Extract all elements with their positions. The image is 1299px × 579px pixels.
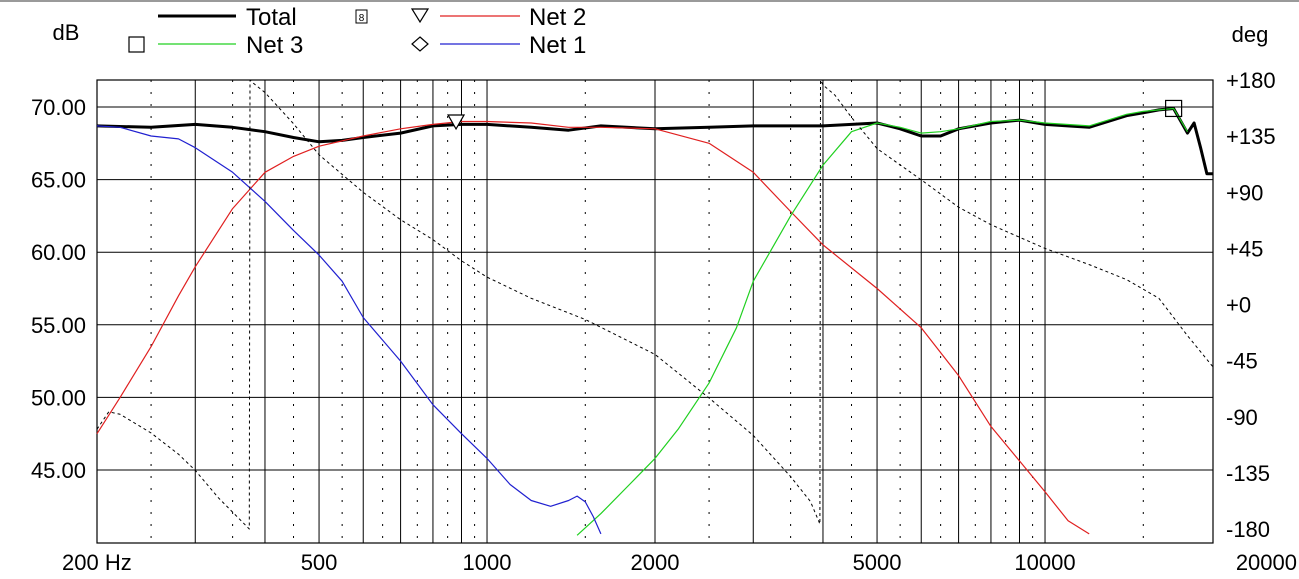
x-tick-label: 500 [301, 550, 338, 575]
legend-marker-total-glyph: 8 [359, 13, 365, 24]
window-top-border [0, 0, 1299, 2]
series-group [96, 79, 1214, 536]
series-net-1 [96, 125, 602, 535]
x-tick-label: 1000 [463, 550, 512, 575]
left-tick-label: 60.00 [31, 240, 86, 265]
axis-labels: 45.00 50.00 55.00 60.00 65.00 70.00 +180 +135 +9… [31, 20, 1297, 575]
right-tick-label: +135 [1226, 124, 1276, 149]
legend-label-net-1: Net 1 [529, 32, 586, 59]
left-axis-title: dB [53, 20, 80, 45]
right-tick-label: -180 [1226, 517, 1270, 542]
right-tick-label: +0 [1226, 293, 1251, 318]
series-total [96, 107, 1213, 176]
x-tick-label: 20000 [1236, 550, 1297, 575]
x-tick-label: 200 Hz [62, 550, 132, 575]
series-phase [96, 79, 1214, 530]
left-tick-label: 65.00 [31, 168, 86, 193]
right-tick-label: +180 [1226, 68, 1276, 93]
x-tick-label: 2000 [631, 550, 680, 575]
net-2-marker [447, 114, 466, 131]
legend-marker-net-1 [411, 36, 429, 52]
net-3-marker [1165, 99, 1183, 118]
series-net-2 [96, 120, 1090, 535]
right-tick-label: -90 [1226, 405, 1258, 430]
right-tick-label: -135 [1226, 461, 1270, 486]
legend-label-total: Total [246, 4, 297, 31]
right-tick-label: +90 [1226, 180, 1263, 205]
legend-marker-total [355, 9, 368, 24]
left-tick-label: 55.00 [31, 313, 86, 338]
legend-marker-net-2 [410, 8, 430, 24]
grid [96, 79, 1214, 544]
x-tick-label: 5000 [853, 550, 902, 575]
left-tick-label: 50.00 [31, 385, 86, 410]
legend-label-net-2: Net 2 [529, 4, 586, 31]
legend-marker-net-3 [128, 36, 145, 53]
x-tick-label: 10000 [1014, 550, 1075, 575]
left-tick-label: 70.00 [31, 95, 86, 120]
markers [447, 99, 1183, 131]
series-net-3 [576, 107, 1189, 536]
legend-label-net-3: Net 3 [246, 32, 303, 59]
right-tick-label: +45 [1226, 236, 1263, 261]
left-tick-label: 45.00 [31, 458, 86, 483]
legend: Total 8 Net 2 Net 3 Net 1 [128, 4, 586, 59]
right-axis-title: deg [1232, 22, 1269, 47]
right-tick-label: -45 [1226, 349, 1258, 374]
